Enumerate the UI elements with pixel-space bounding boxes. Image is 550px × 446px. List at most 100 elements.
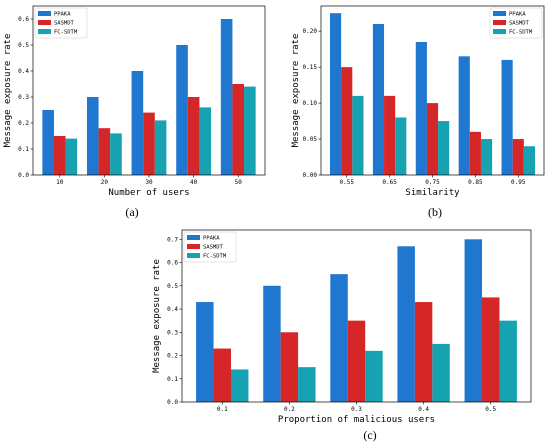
bar — [352, 95, 364, 175]
bar — [131, 71, 144, 175]
x-tick-label: 0.85 — [468, 179, 483, 186]
y-tick-label: 0.0 — [18, 172, 29, 179]
bar — [280, 332, 299, 402]
y-tick-label: 0.4 — [167, 306, 178, 313]
x-tick-label: 0.4 — [418, 406, 429, 413]
y-tick-label: 0.3 — [18, 94, 29, 101]
bar — [220, 19, 233, 175]
bar — [512, 139, 524, 175]
x-axis-label: Proportion of malicious users — [278, 415, 435, 425]
bar — [415, 41, 427, 176]
y-tick-label: 0.20 — [303, 28, 318, 35]
bar — [244, 86, 256, 175]
bar — [341, 67, 353, 175]
x-axis-label: Similarity — [405, 188, 460, 198]
bar — [263, 285, 281, 402]
x-tick-label: 0.65 — [382, 179, 397, 186]
bar — [298, 367, 316, 402]
legend: PPAKA SASMDT FC-SDTM — [489, 7, 543, 39]
y-tick-label: 0.2 — [167, 353, 178, 360]
bar — [98, 128, 111, 175]
y-tick-label: 0.3 — [167, 329, 178, 336]
legend-swatch — [187, 244, 200, 249]
x-tick-label: 0.75 — [425, 179, 440, 186]
y-tick-label: 0.5 — [167, 283, 178, 290]
bar — [365, 350, 383, 402]
legend-swatch — [493, 29, 506, 34]
legend-label: PPAKA — [203, 236, 220, 242]
bar — [384, 95, 396, 175]
bar — [176, 45, 188, 175]
bar — [523, 146, 535, 175]
x-tick-label: 50 — [235, 179, 243, 186]
panel-caption: (a) — [125, 205, 138, 219]
y-axis-label: Message exposure rate — [3, 34, 13, 148]
legend-swatch — [38, 11, 51, 16]
bar — [53, 136, 66, 175]
bar — [213, 348, 231, 402]
legend: PPAKA SASMDT FC-SDTM — [34, 7, 88, 39]
y-tick-label: 0.4 — [18, 68, 29, 75]
bar — [501, 59, 513, 175]
bar — [230, 369, 249, 402]
legend-label: PPAKA — [54, 12, 71, 18]
panel-caption: (c) — [363, 428, 376, 442]
bar — [187, 97, 200, 175]
bar — [395, 117, 407, 175]
bar — [65, 138, 78, 175]
legend-swatch — [38, 20, 51, 25]
bar — [330, 13, 342, 175]
x-tick-label: 0.95 — [511, 179, 526, 186]
x-tick-label: 0.55 — [340, 179, 355, 186]
bar — [482, 297, 500, 402]
bar — [154, 120, 167, 175]
legend-swatch — [493, 11, 506, 16]
y-tick-label: 0.0 — [167, 399, 178, 406]
chart-panel-3: 0.1 0.2 0.3 0.4 0.5 0.0 0.1 0.2 0.3 0.4 0.5 0.6 0.7 P… — [152, 229, 532, 442]
legend-label: FC-SDTM — [54, 30, 78, 36]
legend-label: SASMDT — [509, 21, 530, 27]
legend: PPAKA SASMDT FC-SDTM — [183, 231, 237, 263]
legend-swatch — [38, 29, 51, 34]
y-tick-label: 0.05 — [303, 136, 318, 143]
bar — [232, 84, 245, 175]
bar — [464, 239, 483, 402]
x-tick-label: 20 — [101, 179, 109, 186]
x-tick-label: 40 — [190, 179, 198, 186]
bar — [143, 112, 155, 175]
x-tick-label: 10 — [56, 179, 64, 186]
legend-label: FC-SDTM — [509, 30, 533, 36]
y-tick-label: 0.1 — [18, 146, 29, 153]
plot-frame — [181, 229, 532, 403]
bar — [86, 97, 99, 175]
chart-panel-2: 0.55 0.65 0.75 0.85 0.95 0.00 0.05 0.10 0.15 0.20… — [291, 5, 545, 219]
legend-label: FC-SDTM — [203, 254, 227, 260]
legend-swatch — [187, 235, 200, 240]
legend-label: SASMDT — [203, 245, 224, 251]
bar — [196, 302, 214, 402]
bar — [499, 320, 517, 402]
y-axis-label: Message exposure rate — [152, 259, 162, 373]
bar — [414, 302, 433, 402]
y-tick-label: 0.10 — [303, 100, 318, 107]
legend-swatch — [493, 20, 506, 25]
y-axis-label: Message exposure rate — [291, 34, 301, 148]
bar — [469, 131, 481, 175]
plot-frame — [320, 5, 545, 176]
y-tick-label: 0.6 — [167, 260, 178, 267]
chart-panel-1: 10 20 30 40 50 0.0 0.1 0.2 0.3 0.4 0.5 0.6 Number of… — [3, 5, 266, 219]
bar — [347, 320, 366, 402]
y-tick-label: 0.1 — [167, 376, 178, 383]
bar — [480, 139, 493, 175]
x-tick-label: 0.2 — [284, 406, 295, 413]
bar — [330, 274, 348, 402]
y-tick-label: 0.6 — [18, 16, 29, 23]
bar — [199, 107, 212, 175]
y-tick-label: 0.7 — [167, 236, 178, 243]
x-axis-label: Number of users — [108, 188, 189, 198]
x-tick-label: 0.5 — [485, 406, 496, 413]
bar — [438, 121, 450, 175]
y-tick-label: 0.15 — [303, 64, 318, 71]
x-tick-label: 0.1 — [217, 406, 228, 413]
